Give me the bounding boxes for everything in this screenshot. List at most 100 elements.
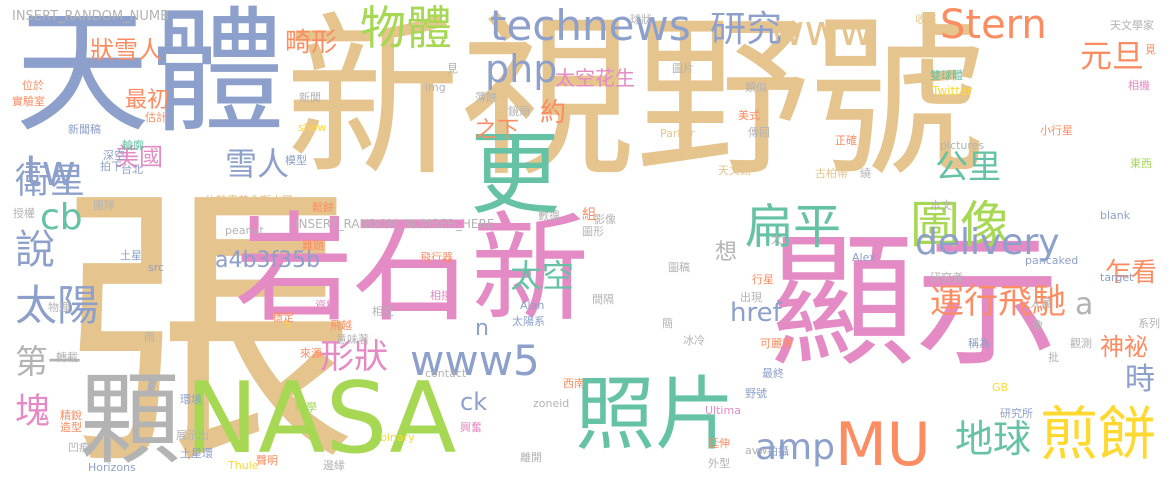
word-159: 土星 [120,249,142,262]
word-69: GB [992,381,1009,394]
word-147: 像 [1032,319,1043,332]
word-135: 拍下 [100,160,122,173]
word-5: NASA [185,362,457,476]
word-9: MU [835,410,931,480]
word-157: 相機 [1128,79,1150,92]
word-96: 正確 [835,134,857,147]
word-75: s [285,317,291,330]
word-94: 類似 [745,81,767,94]
word-41: 時 [1125,362,1155,397]
word-72: img [425,81,446,94]
word-107: 野號 [745,387,767,400]
word-87: 球狀 [630,13,652,26]
word-145: 繞 [860,167,871,180]
word-36: 形狀 [320,337,388,377]
word-92: 模型 [285,154,307,167]
word-81: 新聞稿 [68,123,101,136]
word-122: 興奮 [460,421,482,434]
word-37: 太空 [510,257,575,295]
word-46: 狀雪人 [90,36,162,64]
word-53: INSERT_RANDOM_NUMBER_HERE [295,217,495,231]
word-67: Thule [228,459,259,472]
word-64: binary [380,431,415,444]
word-48: 太空花生 [555,66,635,90]
word-35: a [1075,287,1094,322]
word-129: 薄餅 [475,91,497,104]
word-152: 授權 [13,207,35,220]
word-142: 西南 [563,377,585,390]
word-12: technews [490,1,691,50]
word-120: 來源 [300,347,322,360]
word-42: 神祕 [1100,333,1148,361]
word-79: 古柏帶 [815,167,848,180]
word-80: 天文館 [718,164,751,177]
word-99: 行星 [752,273,774,286]
word-63: zoneid [533,397,570,410]
word-149: 間隔 [592,293,614,306]
word-10: 煎餅 [1040,400,1157,468]
word-125: 聲明 [256,454,278,467]
word-0: 張 [58,157,358,482]
word-105: 可麗餅 [760,337,793,350]
word-29: 第一 [15,342,81,381]
word-124: 邊緣 [323,459,345,472]
word-45: 畸形 [285,28,338,58]
word-90: 估計 [145,111,167,124]
word-27: 塊 [15,392,51,432]
word-31: 美國 [115,143,163,171]
word-97: 東西 [1130,157,1152,170]
word-16: www [770,6,874,55]
word-133: 穩定 [272,311,294,324]
word-150: 簡 [662,317,673,330]
word-73: src [148,261,165,274]
word-112: 數據 [538,209,560,222]
word-55: Twitter [932,84,973,98]
word-65: Ultima [705,404,741,417]
word-15: www5 [410,336,540,385]
word-86: 飛行器 [420,251,453,264]
word-154: 轉載 [56,351,78,364]
word-8: 照片 [575,368,735,461]
word-123: 離開 [520,451,542,464]
word-68: avw [745,444,768,457]
word-18: php [485,47,558,91]
word-77: 雙球體 [930,69,963,82]
word-34: 運行飛馳 [930,282,1066,322]
word-83: 研究所 [1000,407,1033,420]
word-144: 組 [582,207,596,223]
word-17: Stern [940,2,1047,48]
word-89: 位於 [22,79,44,92]
word-23: 太陽 [15,281,100,330]
word-38: 約 [540,98,567,128]
word-52: INSERT_RANDOM_NUMB [12,9,170,24]
word-115: 圖稿 [668,261,690,274]
word-126: 環境 [180,393,202,406]
word-102: 系列 [1138,317,1160,330]
word-155: 精銳 [60,409,82,422]
word-93: 圖片 [672,62,694,75]
word-104: 觀測 [1070,337,1092,350]
word-103: 稱為 [968,337,990,350]
word-111: 相互 [372,305,394,318]
word-146: 批 [1048,351,1059,364]
word-33: 元旦 [1080,37,1145,75]
word-139: 見 [447,62,458,75]
word-95: 美式 [738,109,760,122]
word-61: pancaked [1025,254,1079,267]
word-128: 展示出 [176,429,209,442]
word-44: a4b3f35b [215,248,321,273]
word-26: 衛星 [15,162,86,202]
word-82: 太陽系 [512,315,545,328]
word-136: 深空 [103,149,125,162]
word-132: 鬆餅 [312,201,334,214]
word-143: 太 [771,233,782,246]
word-76: 天文學家 [1110,19,1154,32]
word-19: 研究 [710,9,783,50]
word-84: 實驗室 [12,95,45,108]
word-66: Horizons [88,461,136,474]
word-113: 影像 [594,213,616,226]
word-43: href [730,298,782,328]
word-70: contact [425,367,467,380]
word-30: 雪人 [225,145,290,183]
word-158: 輪廓 [122,139,144,152]
